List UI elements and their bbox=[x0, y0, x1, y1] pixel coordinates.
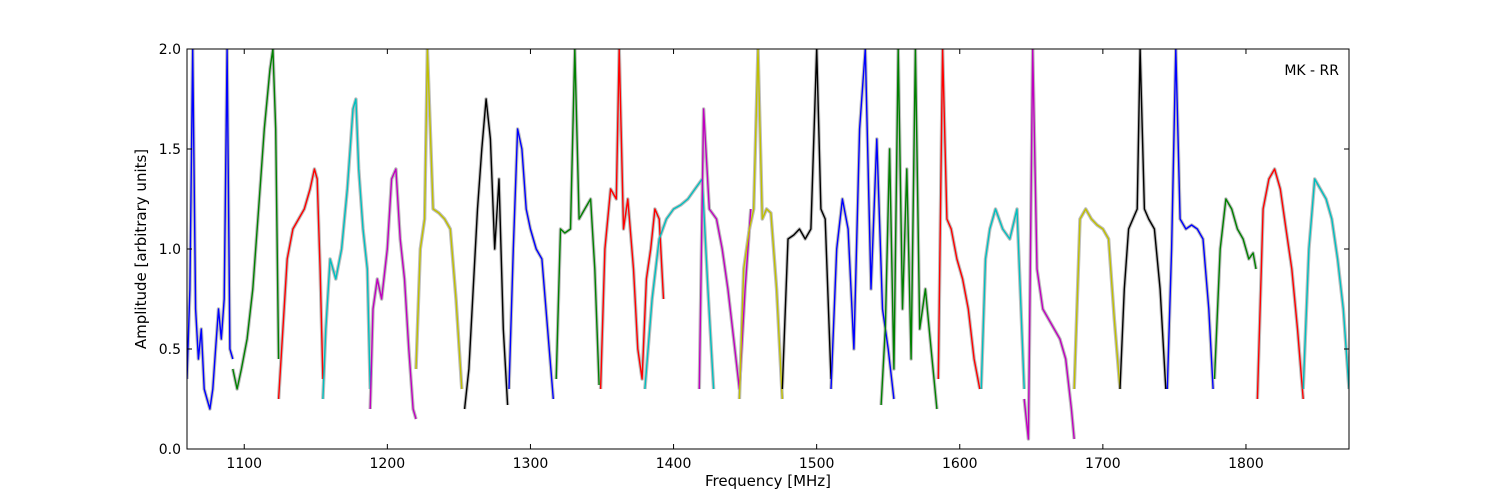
series-line-2 bbox=[277, 168, 324, 400]
series-line-3 bbox=[322, 98, 371, 400]
series-line-23 bbox=[1256, 168, 1304, 400]
series-line-19 bbox=[1073, 208, 1121, 390]
series-layer bbox=[187, 49, 1349, 441]
series-line-21 bbox=[1166, 49, 1214, 390]
series-line-4 bbox=[369, 168, 417, 420]
series-line-17 bbox=[980, 208, 1025, 390]
series-line-24 bbox=[1302, 178, 1349, 390]
y-axis-label: Amplitude [arbitrary units] bbox=[132, 149, 150, 349]
series-line-15 bbox=[880, 49, 938, 410]
y-tick-label-4: 2.0 bbox=[159, 42, 181, 58]
series-line-11 bbox=[698, 108, 752, 390]
series-line-0 bbox=[187, 49, 234, 410]
chart-annotation: MK - RR bbox=[1284, 63, 1339, 79]
series-line-7 bbox=[508, 128, 554, 400]
series-line-9 bbox=[599, 49, 665, 390]
series-line-13 bbox=[781, 49, 832, 390]
x-tick-label-5: 1600 bbox=[942, 456, 978, 472]
x-tick-label-3: 1400 bbox=[656, 456, 692, 472]
x-tick-label-2: 1300 bbox=[513, 456, 549, 472]
series-line-14 bbox=[830, 49, 895, 400]
series-line-1 bbox=[232, 49, 280, 390]
series-line-18 bbox=[1023, 49, 1075, 440]
y-tick-label-1: 0.5 bbox=[159, 342, 181, 358]
x-axis-label: Frequency [MHz] bbox=[705, 472, 831, 490]
series-line-12 bbox=[738, 49, 783, 400]
y-tick-label-3: 1.5 bbox=[159, 142, 181, 158]
y-tick-label-2: 1.0 bbox=[159, 242, 181, 258]
series-line-16 bbox=[937, 49, 981, 390]
series-line-6 bbox=[463, 98, 509, 410]
series-line-22 bbox=[1213, 198, 1257, 380]
series-line-5 bbox=[415, 49, 463, 390]
series-line-20 bbox=[1119, 49, 1167, 390]
ticks-layer: 1100 1200 1300 1400 1500 1600 1700 1800 0.0 0.5 1.… bbox=[159, 42, 1349, 472]
x-tick-label-0: 1100 bbox=[226, 456, 262, 472]
x-tick-label-1: 1200 bbox=[370, 456, 406, 472]
series-line-8 bbox=[555, 49, 600, 386]
y-tick-label-0: 0.0 bbox=[159, 442, 181, 458]
x-tick-label-7: 1800 bbox=[1228, 456, 1264, 472]
x-tick-label-4: 1500 bbox=[799, 456, 835, 472]
series-line-10 bbox=[644, 178, 715, 390]
x-tick-label-6: 1700 bbox=[1085, 456, 1121, 472]
